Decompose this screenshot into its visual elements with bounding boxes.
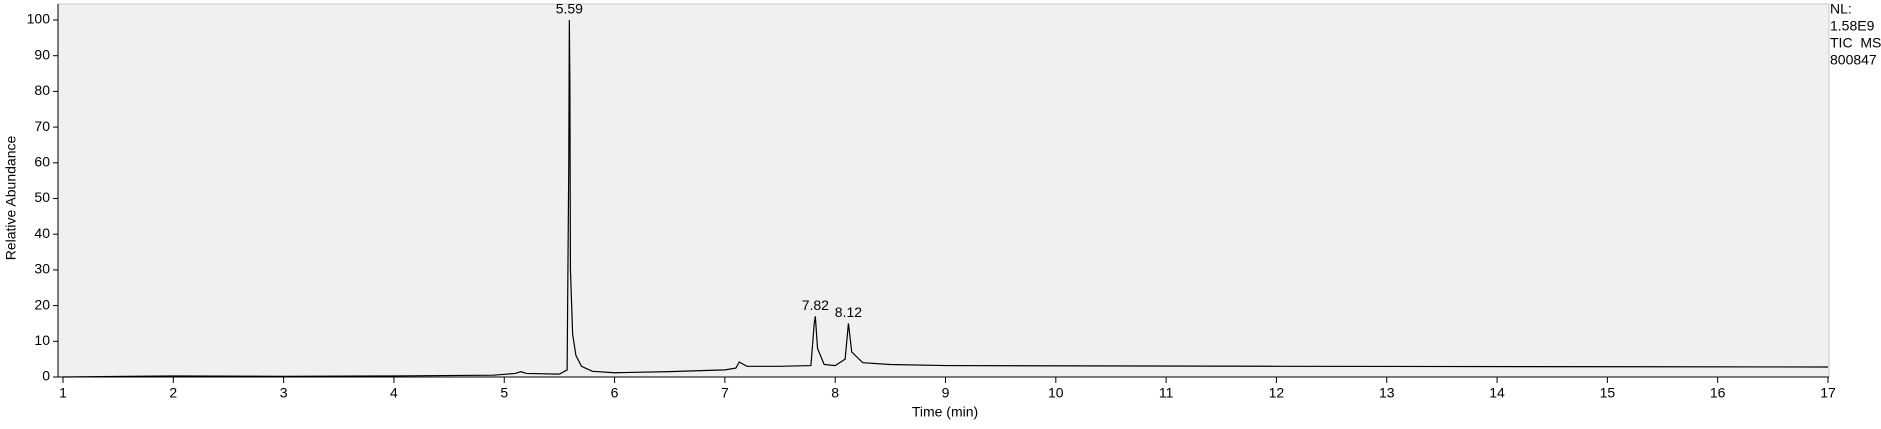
y-tick-label: 50: [34, 189, 50, 205]
chromatogram-line: [62, 19, 1829, 378]
x-tick-label: 1: [59, 385, 67, 401]
x-tick-label: 5: [500, 385, 508, 401]
x-tick-label: 15: [1600, 385, 1616, 401]
x-tick-label: 16: [1710, 385, 1726, 401]
y-tick-label: 40: [34, 225, 50, 241]
peak-label: 5.59: [556, 1, 583, 17]
y-tick-label: 30: [34, 261, 50, 277]
y-tick-label: 100: [27, 11, 51, 27]
x-tick-label: 2: [169, 385, 177, 401]
x-tick-label: 6: [611, 385, 619, 401]
x-tick-label: 10: [1048, 385, 1064, 401]
y-tick-label: 0: [42, 368, 50, 384]
x-axis-label: Time (min): [912, 404, 978, 420]
x-tick-label: 11: [1159, 385, 1174, 401]
x-tick-label: 8: [831, 385, 839, 401]
info-text: NL:: [1830, 1, 1852, 17]
peak-label: 8.12: [835, 304, 862, 320]
y-tick-label: 70: [34, 118, 50, 134]
x-tick-label: 17: [1820, 385, 1836, 401]
x-tick-label: 9: [942, 385, 950, 401]
y-tick-label: 20: [34, 296, 50, 312]
info-text: 1.58E9: [1830, 18, 1875, 34]
x-tick-label: 7: [721, 385, 729, 401]
plot-area: [57, 3, 1830, 378]
y-tick-label: 80: [34, 82, 50, 98]
y-axis-label: Relative Abundance: [3, 136, 19, 261]
y-tick-label: 60: [34, 154, 50, 170]
x-tick-label: 14: [1489, 385, 1505, 401]
x-tick-label: 12: [1269, 385, 1285, 401]
y-tick-label: 10: [34, 332, 50, 348]
peak-label: 7.82: [802, 297, 829, 313]
y-tick-label: 90: [34, 46, 50, 62]
x-tick-label: 4: [390, 385, 398, 401]
info-text: 800847: [1830, 52, 1877, 68]
info-text: TIC MS: [1830, 35, 1881, 51]
x-tick-label: 3: [280, 385, 288, 401]
x-tick-label: 13: [1379, 385, 1395, 401]
